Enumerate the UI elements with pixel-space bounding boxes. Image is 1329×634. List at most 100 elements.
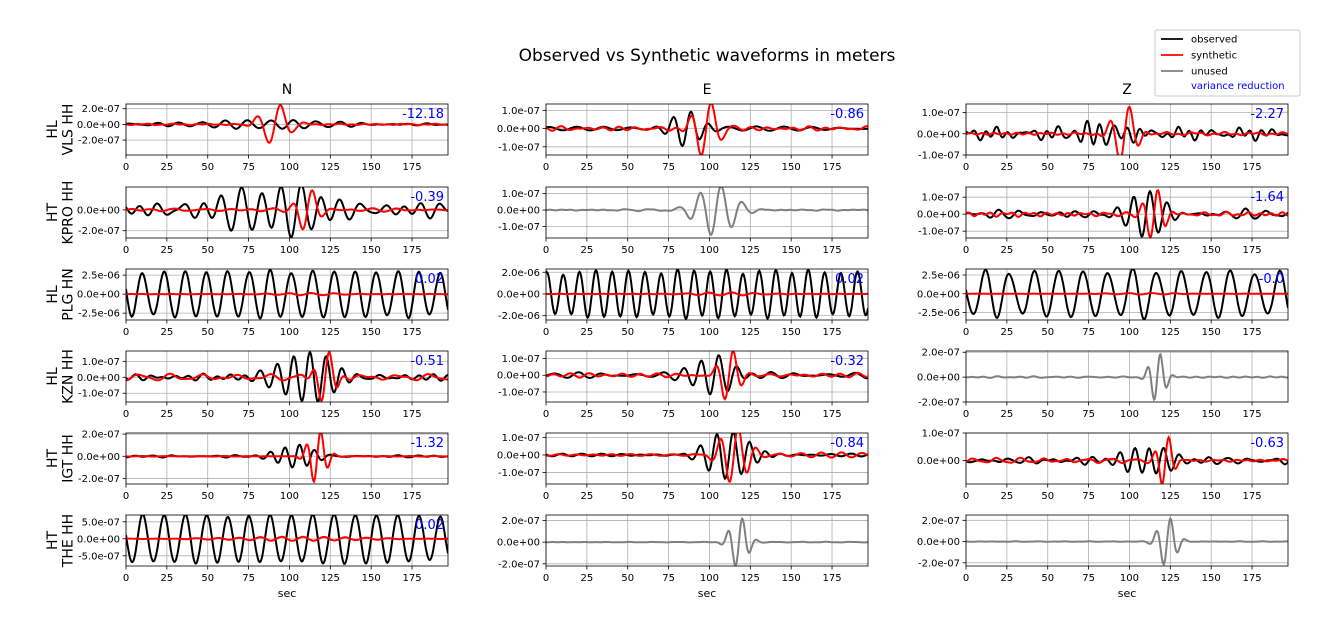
panel-z-5: 2.0e-07 0.0e+00 -2.0e-070 25 50 75 100 125 150 17… [917,514,1289,600]
x-tick-label: 100 [700,491,719,502]
x-tick-label: 100 [1120,409,1139,420]
y-tick-label: 0.0e+00 [917,456,960,467]
x-tick-label: 50 [621,573,634,584]
y-tick-label: -1.0e-07 [498,387,540,398]
x-tick-label: 0 [963,162,969,173]
x-tick-label: 25 [580,409,593,420]
x-tick-label: 150 [1202,409,1221,420]
synthetic-trace [966,105,1288,155]
x-tick-label: 125 [741,573,760,584]
x-tick-label: 125 [1161,245,1180,256]
x-tick-label: 175 [1242,327,1261,338]
x-tick-label: 0 [123,245,129,256]
variance-reduction-value: -0.86 [830,107,864,122]
x-tick-label: 25 [580,573,593,584]
x-tick-label: 125 [321,162,340,173]
y-tick-label: 2.0e-07 [82,430,120,441]
x-tick-label: 75 [1082,162,1095,173]
y-tick-label: 2.0e-07 [82,104,120,115]
x-tick-label: 150 [362,327,381,338]
network-code: HT [45,203,61,223]
x-tick-label: 125 [321,327,340,338]
x-tick-label: 50 [621,245,634,256]
y-tick-label: 0.0e+00 [917,129,960,140]
x-tick-label: 100 [700,409,719,420]
x-tick-label: 75 [1082,409,1095,420]
y-tick-label: -5.0e-07 [78,551,120,562]
station-code: IGT HH [61,434,77,483]
x-tick-label: 100 [700,573,719,584]
station-label-5: HTTHE HH [45,514,76,568]
x-tick-label: 25 [160,327,173,338]
y-tick-label: 0.0e+00 [497,538,540,549]
y-tick-label: 0.0e+00 [497,371,540,382]
x-tick-label: 50 [201,327,214,338]
observed-trace [126,187,448,238]
x-tick-label: 0 [123,409,129,420]
x-tick-label: 100 [700,245,719,256]
x-tick-label: 150 [362,491,381,502]
x-tick-label: 75 [662,491,675,502]
y-tick-label: 1.0e-07 [922,429,960,440]
x-tick-label: 0 [123,573,129,584]
panel-n-2: 2.5e-06 0.0e+00 -2.5e-060 25 50 75 100 125 150 17… [77,268,449,338]
panel-z-4: 1.0e-07 0.0e+00 0 25 50 75 100 125 150 175 -0.63 [917,429,1289,502]
x-tick-label: 50 [201,491,214,502]
column-title-z: Z [1122,82,1132,98]
x-tick-label: 150 [1202,573,1221,584]
panel-z-2: 2.5e-06 0.0e+00 -2.5e-060 25 50 75 100 125 150 17… [917,268,1289,338]
x-tick-label: 150 [782,491,801,502]
panel-n-0: 2.0e-07 0.0e+00 -2.0e-07 0 25 50 75 100 125 150 17… [77,103,449,173]
x-tick-label: 175 [402,327,421,338]
x-tick-label: 175 [402,573,421,584]
axes-frame [965,432,1289,485]
x-tick-label: 175 [822,491,841,502]
x-axis-label: sec [278,587,297,600]
panel-e-0: 1.0e-07 0.0e+00 -1.0e-070 25 50 75 100 125 150 17… [497,103,869,173]
x-tick-label: 75 [242,327,255,338]
x-tick-label: 50 [1041,573,1054,584]
x-tick-label: 50 [621,327,634,338]
x-tick-label: 75 [242,245,255,256]
y-tick-label: -1.0e-07 [498,468,540,479]
synthetic-trace [126,104,448,144]
x-tick-label: 0 [963,491,969,502]
x-tick-label: 175 [1242,409,1261,420]
x-tick-label: 75 [662,245,675,256]
x-tick-label: 25 [1000,162,1013,173]
axes-frame [545,186,869,239]
x-tick-label: 50 [621,162,634,173]
x-tick-label: 175 [1242,491,1261,502]
y-tick-label: 0.0e+00 [917,537,960,548]
x-tick-label: 0 [543,491,549,502]
x-tick-label: 150 [362,162,381,173]
y-tick-label: 1.0e-07 [922,193,960,204]
observed-trace [546,269,868,320]
x-tick-label: 150 [362,245,381,256]
y-tick-label: -2.5e-06 [918,308,960,319]
axes-frame [545,103,869,156]
x-axis-label: sec [1118,587,1137,600]
x-tick-label: 150 [1202,162,1221,173]
y-tick-label: -2.0e-07 [918,398,960,409]
synthetic-trace [126,351,448,402]
x-tick-label: 150 [782,409,801,420]
x-tick-label: 75 [242,573,255,584]
x-tick-label: 150 [782,573,801,584]
x-tick-label: 125 [741,162,760,173]
y-tick-label: 5.0e-07 [82,517,120,528]
observed-trace [546,433,868,481]
x-tick-label: 50 [1041,327,1054,338]
x-tick-label: 150 [362,409,381,420]
x-tick-label: 100 [280,491,299,502]
x-tick-label: 50 [621,409,634,420]
variance-reduction-value: -2.27 [1250,107,1284,122]
y-tick-label: 0.0e+00 [77,290,120,301]
axes-frame [125,514,449,567]
observed-trace [966,446,1288,475]
x-tick-label: 0 [123,327,129,338]
x-tick-label: 125 [741,327,760,338]
y-tick-label: 0.0e+00 [497,450,540,461]
